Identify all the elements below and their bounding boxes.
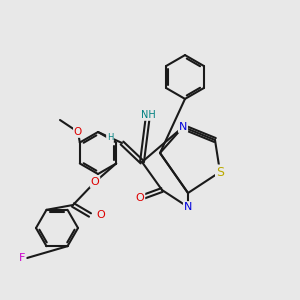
Text: F: F [19, 253, 26, 263]
Text: NH: NH [141, 110, 155, 120]
Text: O: O [91, 177, 99, 187]
Text: O: O [136, 193, 144, 203]
Text: S: S [216, 166, 224, 178]
Text: N: N [179, 122, 187, 132]
Text: N: N [184, 202, 192, 212]
Text: O: O [74, 127, 82, 137]
Text: H: H [107, 133, 113, 142]
Text: O: O [96, 210, 105, 220]
